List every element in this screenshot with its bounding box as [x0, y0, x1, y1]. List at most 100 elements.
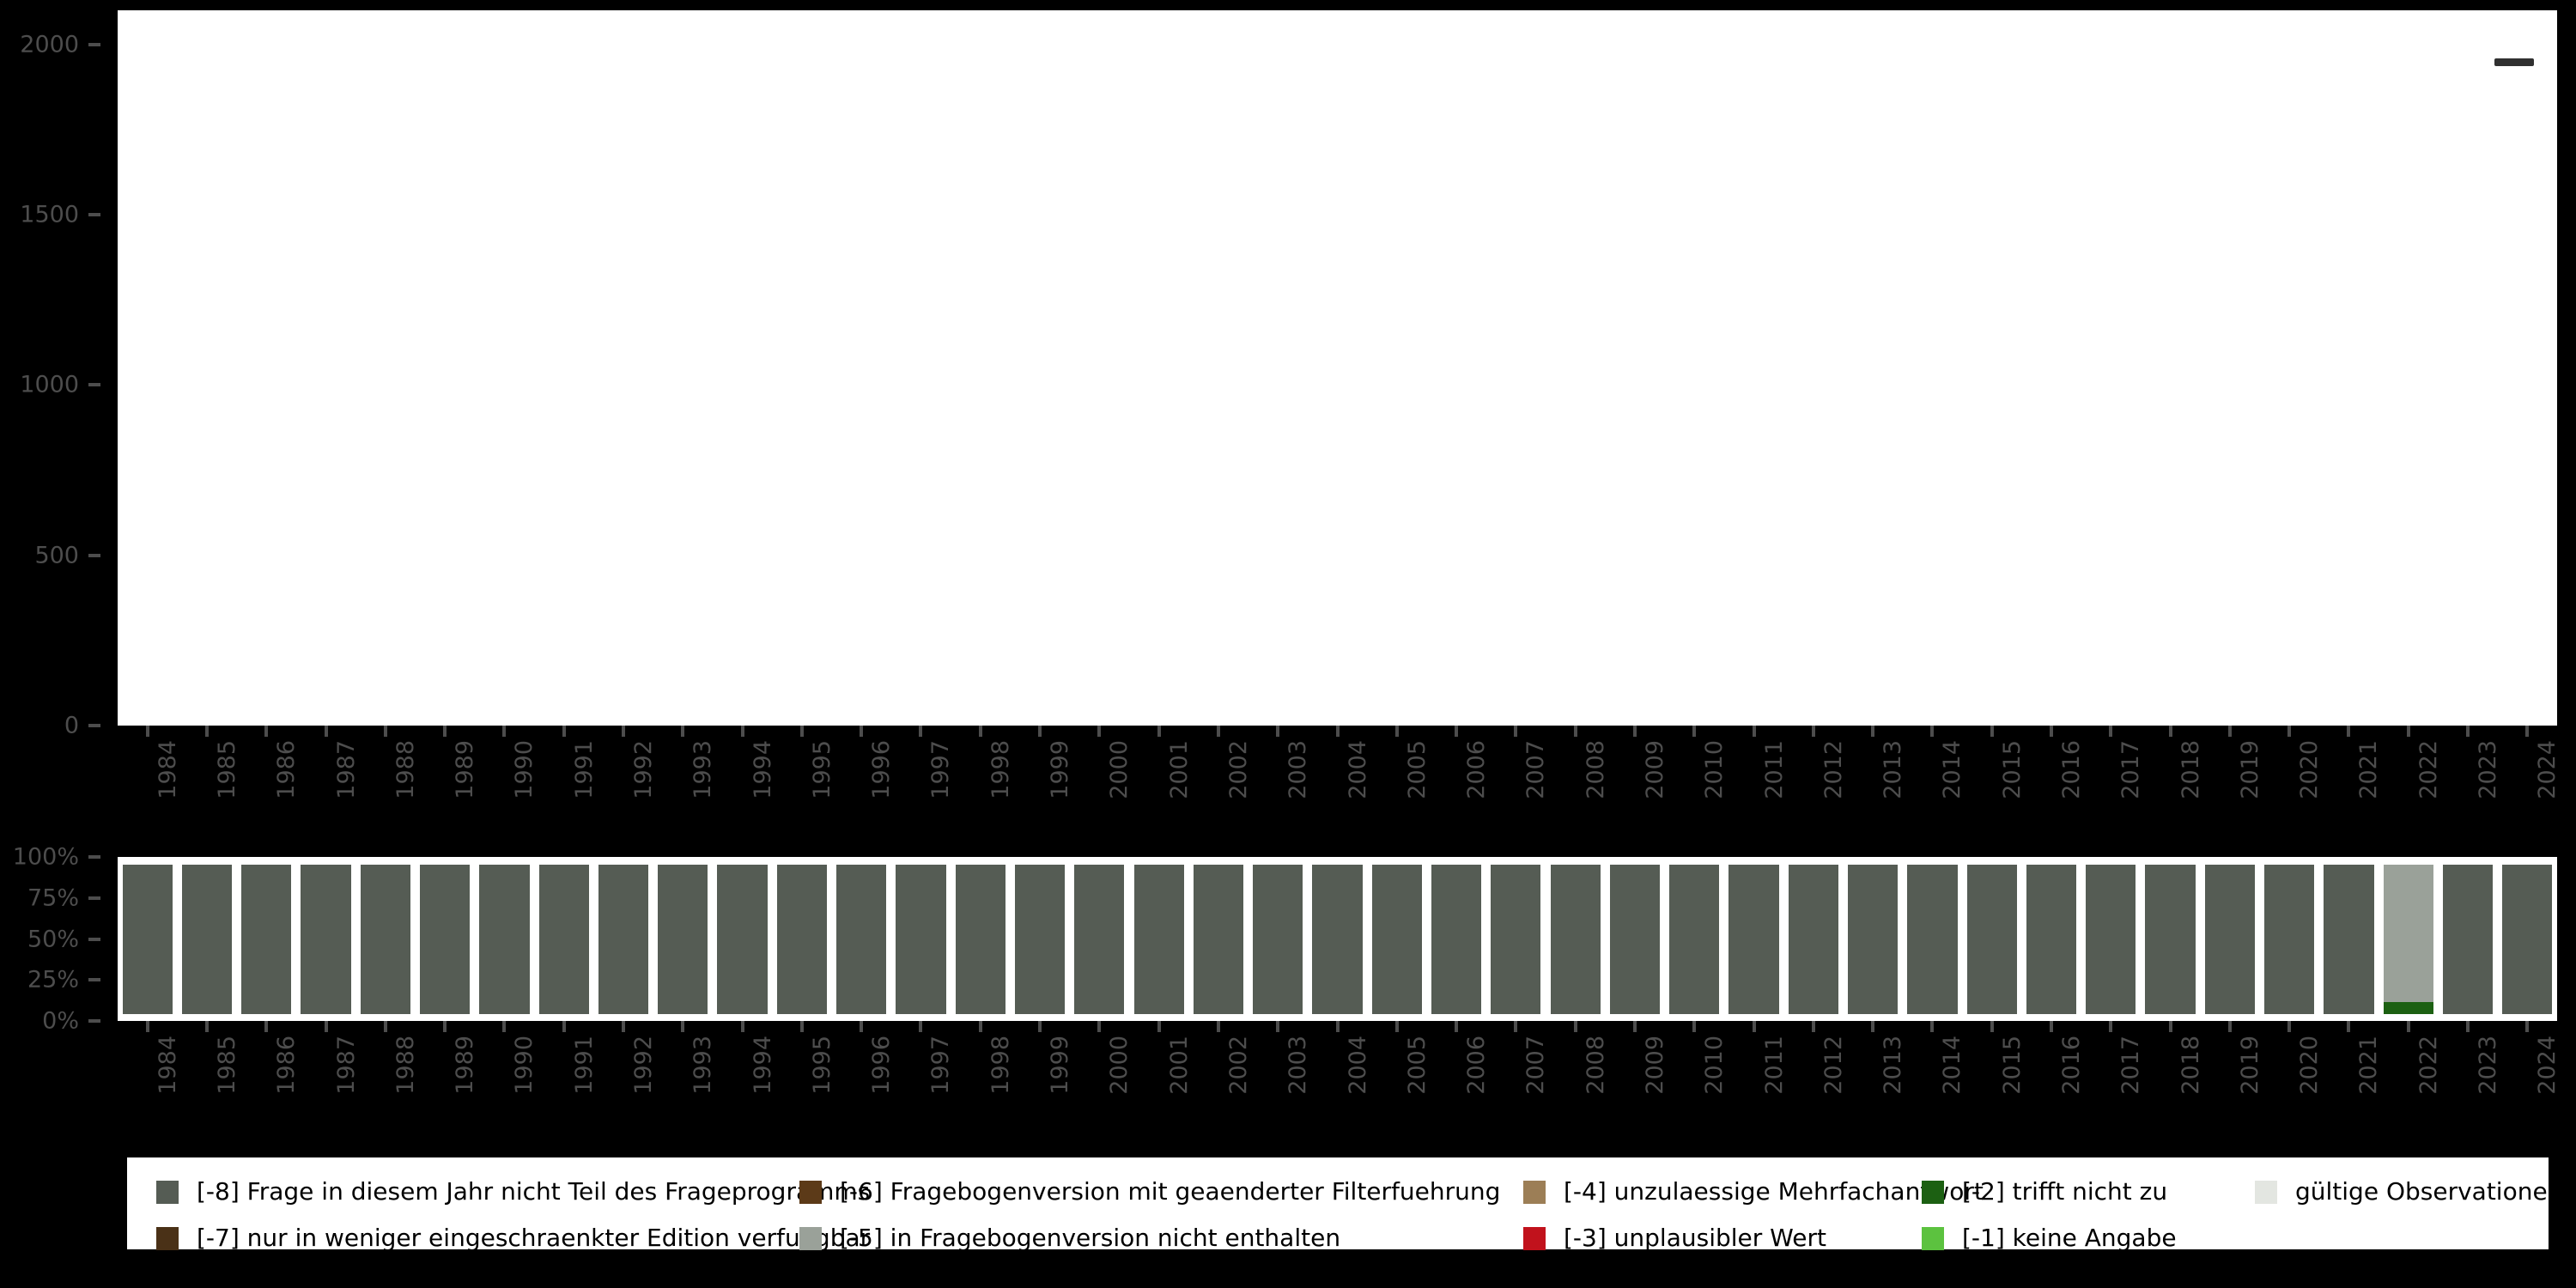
top-year-label: 2011	[1760, 740, 1788, 799]
bottom-x-tick-mark	[1038, 1021, 1042, 1032]
bottom-x-tick-mark	[324, 1021, 328, 1032]
stacked-bar[interactable]	[2442, 865, 2494, 1014]
bottom-x-tick-mark	[681, 1021, 685, 1032]
bar-segment-m8	[122, 865, 173, 1014]
bar-segment-m8	[2145, 865, 2196, 1014]
stacked-bar[interactable]	[896, 865, 946, 1014]
stacked-bar[interactable]	[181, 865, 233, 1014]
legend-item[interactable]: [-4] unzulaessige Mehrfachantwort	[1523, 1175, 1984, 1209]
stacked-bar[interactable]	[1193, 865, 1243, 1014]
bottom-y-tick-mark	[88, 978, 100, 982]
bottom-x-tick-mark	[1335, 1021, 1340, 1032]
top-year-label: 2015	[1998, 740, 2026, 799]
bottom-year-label: 2003	[1285, 1036, 1312, 1095]
bottom-year-label: 1998	[987, 1036, 1014, 1095]
bottom-year-label: 1993	[690, 1036, 717, 1095]
legend-item[interactable]: [-5] in Fragebogenversion nicht enthalte…	[799, 1221, 1340, 1255]
top-y-tick-label: 0	[64, 712, 79, 739]
stacked-bar[interactable]	[836, 865, 887, 1014]
bar-segment-m8	[836, 865, 887, 1014]
bottom-x-tick-mark	[978, 1021, 982, 1032]
legend-item[interactable]: [-8] Frage in diesem Jahr nicht Teil des…	[156, 1175, 870, 1209]
stacked-bar[interactable]	[1728, 865, 1779, 1014]
bar-segment-m8	[1133, 865, 1184, 1014]
stacked-bar[interactable]	[2204, 865, 2255, 1014]
legend-item[interactable]: [-7] nur in weniger eingeschraenkter Edi…	[156, 1221, 870, 1255]
top-x-tick-mark	[2050, 726, 2053, 737]
stacked-bar[interactable]	[1907, 865, 1958, 1014]
stacked-bar[interactable]	[360, 865, 410, 1014]
bottom-x-tick-mark	[2466, 1021, 2470, 1032]
legend-item-label: [-8] Frage in diesem Jahr nicht Teil des…	[197, 1177, 871, 1206]
legend-item[interactable]: [-3] unplausibler Wert	[1523, 1221, 1826, 1255]
stacked-bar[interactable]	[1371, 865, 1422, 1014]
top-year-label: 1992	[629, 740, 657, 799]
stacked-bar[interactable]	[2086, 865, 2136, 1014]
legend-item[interactable]: [-2] trifft nicht zu	[1922, 1175, 2167, 1209]
stacked-bar[interactable]	[658, 865, 708, 1014]
bottom-year-label: 2002	[1224, 1036, 1252, 1095]
top-year-label: 2016	[2058, 740, 2085, 799]
bar-segment-m8	[420, 865, 471, 1014]
stacked-bar[interactable]	[1253, 865, 1303, 1014]
bottom-y-axis: 100% 75% 50% 25% 0%	[0, 846, 103, 1033]
top-x-tick-mark	[502, 726, 507, 737]
legend-item[interactable]: [-6] Fragebogenversion mit geaenderter F…	[799, 1175, 1500, 1209]
stacked-bar[interactable]	[241, 865, 292, 1014]
legend-swatch-icon	[1523, 1180, 1546, 1204]
stacked-bar[interactable]	[717, 865, 768, 1014]
top-year-label: 1989	[452, 740, 479, 799]
stacked-bar[interactable]	[1848, 865, 1899, 1014]
bar-segment-m8	[1788, 865, 1838, 1014]
stacked-bar[interactable]	[1609, 865, 1661, 1014]
stacked-bar[interactable]	[776, 865, 827, 1014]
top-x-tick-mark	[1930, 726, 1935, 737]
stacked-bar[interactable]	[1014, 865, 1066, 1014]
stacked-bar[interactable]	[479, 865, 530, 1014]
bar-segment-m2	[2383, 1002, 2433, 1014]
bottom-year-label: 2010	[1701, 1036, 1728, 1095]
stacked-bar[interactable]	[2502, 865, 2553, 1014]
stacked-bar[interactable]	[1074, 865, 1125, 1014]
top-x-tick-mark	[2406, 726, 2410, 737]
top-year-label: 2022	[2415, 740, 2442, 799]
legend-item[interactable]: [-1] keine Angabe	[1922, 1221, 2177, 1255]
stacked-bar[interactable]	[598, 865, 649, 1014]
stacked-bar[interactable]	[2264, 865, 2315, 1014]
top-year-label: 2001	[1165, 740, 1193, 799]
top-year-label: 1985	[213, 740, 240, 799]
stacked-bar[interactable]	[1491, 865, 1541, 1014]
top-year-label: 2017	[2117, 740, 2145, 799]
stacked-bar[interactable]	[1966, 865, 2017, 1014]
stacked-bar[interactable]	[122, 865, 173, 1014]
stacked-bar[interactable]	[1312, 865, 1363, 1014]
stacked-bar[interactable]	[301, 865, 351, 1014]
stacked-bar[interactable]	[420, 865, 471, 1014]
stacked-bar[interactable]	[1431, 865, 1482, 1014]
stacked-bar[interactable]	[1133, 865, 1184, 1014]
stacked-bar[interactable]	[1788, 865, 1838, 1014]
bottom-y-tick-label: 75%	[27, 884, 79, 912]
stacked-bar[interactable]	[2145, 865, 2196, 1014]
bottom-year-label: 1992	[629, 1036, 657, 1095]
stacked-bar[interactable]	[2383, 865, 2433, 1014]
bottom-x-tick-mark	[1097, 1021, 1102, 1032]
stacked-bar[interactable]	[955, 865, 1005, 1014]
bottom-y-tick-label: 100%	[12, 843, 79, 871]
bottom-year-label: 2011	[1760, 1036, 1788, 1095]
stacked-bar[interactable]	[1669, 865, 1720, 1014]
legend-swatch-icon	[156, 1180, 179, 1204]
top-year-label: 1994	[749, 740, 776, 799]
legend-item[interactable]: gültige Observationen	[2255, 1175, 2562, 1209]
stacked-bar[interactable]	[2026, 865, 2077, 1014]
bar-segment-m8	[598, 865, 649, 1014]
stacked-bar[interactable]	[2324, 865, 2374, 1014]
top-x-tick-mark	[443, 726, 447, 737]
bottom-year-label: 1988	[392, 1036, 419, 1095]
stacked-bar[interactable]	[1550, 865, 1601, 1014]
legend-swatch-icon	[1523, 1226, 1546, 1250]
legend-swatch-icon	[1922, 1180, 1944, 1204]
top-x-tick-mark	[1097, 726, 1102, 737]
stacked-bar[interactable]	[538, 865, 589, 1014]
